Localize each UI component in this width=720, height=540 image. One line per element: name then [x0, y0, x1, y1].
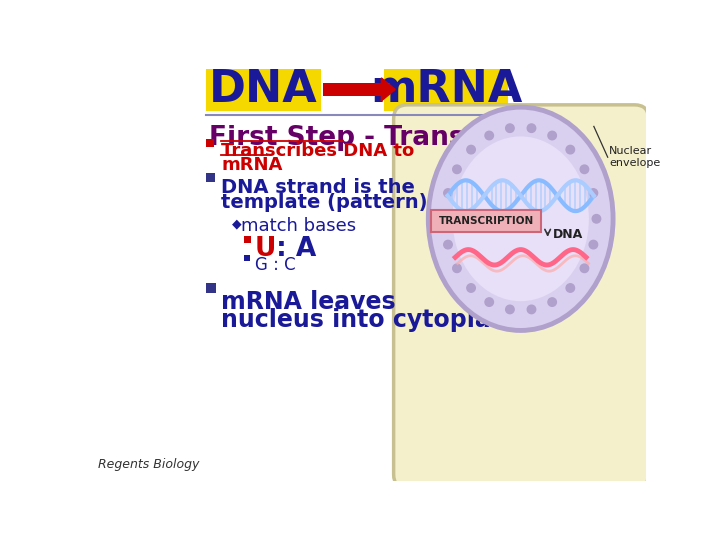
Circle shape: [485, 131, 493, 140]
FancyBboxPatch shape: [244, 255, 251, 261]
Text: First Step - Transcription: First Step - Transcription: [209, 125, 580, 151]
Text: DNA: DNA: [553, 228, 583, 241]
Text: Regents Biology: Regents Biology: [98, 458, 199, 471]
Circle shape: [548, 298, 557, 306]
Circle shape: [453, 264, 462, 273]
FancyBboxPatch shape: [384, 69, 508, 111]
Text: U: U: [255, 236, 276, 262]
Circle shape: [485, 298, 493, 306]
Text: DNA strand is the: DNA strand is the: [221, 178, 415, 197]
Text: nucleus into cytoplasm: nucleus into cytoplasm: [221, 308, 530, 332]
Ellipse shape: [452, 137, 589, 301]
Polygon shape: [382, 78, 395, 101]
FancyBboxPatch shape: [206, 284, 216, 294]
Circle shape: [580, 165, 589, 173]
Circle shape: [467, 284, 475, 292]
Circle shape: [444, 240, 452, 249]
Circle shape: [467, 145, 475, 154]
Ellipse shape: [428, 107, 613, 330]
Text: mRNA: mRNA: [221, 156, 282, 174]
Circle shape: [593, 214, 600, 223]
Text: Transcribes DNA to: Transcribes DNA to: [221, 142, 415, 160]
Text: match bases: match bases: [241, 217, 356, 235]
Text: mRNA leaves: mRNA leaves: [221, 289, 396, 314]
Circle shape: [548, 131, 557, 140]
Circle shape: [566, 284, 575, 292]
Circle shape: [453, 165, 462, 173]
Circle shape: [441, 214, 449, 223]
Text: TRANSCRIPTION: TRANSCRIPTION: [438, 216, 534, 226]
Circle shape: [505, 124, 514, 132]
FancyBboxPatch shape: [431, 211, 541, 232]
Circle shape: [580, 264, 589, 273]
Text: mRNA: mRNA: [370, 68, 522, 111]
Text: Nuclear
envelope: Nuclear envelope: [609, 146, 660, 168]
Circle shape: [505, 305, 514, 314]
Circle shape: [566, 145, 575, 154]
Circle shape: [444, 189, 452, 197]
Text: DNA: DNA: [209, 68, 318, 111]
FancyBboxPatch shape: [206, 139, 215, 147]
Text: ◆: ◆: [232, 217, 242, 230]
FancyBboxPatch shape: [206, 69, 321, 111]
Circle shape: [527, 124, 536, 132]
Circle shape: [589, 189, 598, 197]
Text: G : C: G : C: [255, 256, 296, 274]
FancyBboxPatch shape: [206, 173, 215, 182]
Text: : A: : A: [267, 236, 317, 262]
FancyBboxPatch shape: [394, 105, 649, 488]
FancyBboxPatch shape: [323, 83, 382, 96]
FancyBboxPatch shape: [244, 236, 251, 242]
Text: template (pattern): template (pattern): [221, 193, 428, 212]
Circle shape: [527, 305, 536, 314]
Circle shape: [589, 240, 598, 249]
